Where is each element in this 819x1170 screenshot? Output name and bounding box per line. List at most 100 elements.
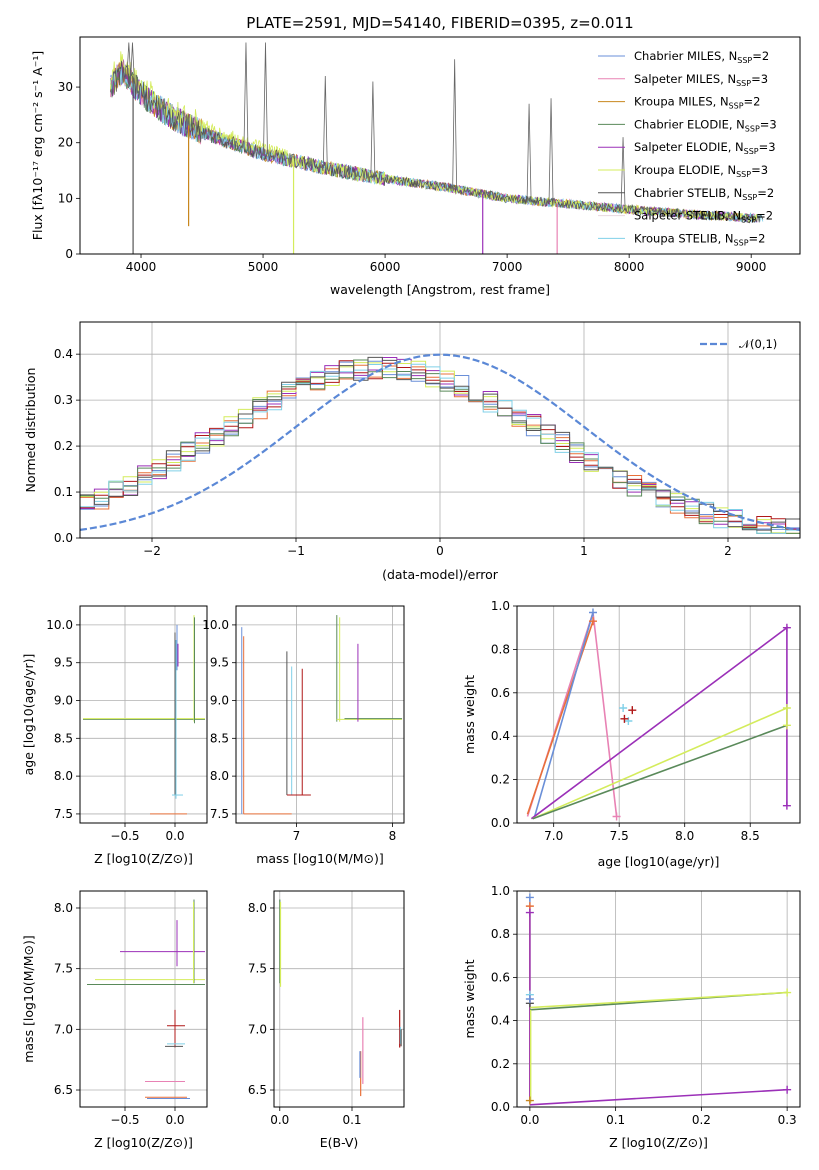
x-axis-label: (data-model)/error xyxy=(382,567,499,582)
y-tick-label: 0.6 xyxy=(491,686,510,700)
y-axis-label: age [log10(age/yr)] xyxy=(21,654,36,776)
y-tick-label: 0.0 xyxy=(491,1100,510,1114)
axes-frame xyxy=(273,890,405,1108)
x-tick-label: 8.0 xyxy=(675,829,694,843)
y-tick-label: 9.0 xyxy=(54,694,73,708)
y-tick-label: 0 xyxy=(65,247,73,261)
y-tick-label: 0.4 xyxy=(491,1014,510,1028)
panel-weight_vs_Z: 0.0 0.1 0.2 0.3 0.0 0.2 0.4 0.6 0.8 1.0 Z [log10(Z… xyxy=(462,884,801,1150)
legend-entry-label: Chabrier ELODIE, NSSP=3 xyxy=(634,117,777,133)
legend-entry-label: 𝒩(0,1) xyxy=(739,337,777,351)
panel-mass_vs_Z: −0.5 0.0 6.5 7.0 7.5 8.0 Z [log10(Z/Z⊙)] mass [… xyxy=(21,890,208,1150)
spectrum-series-line xyxy=(110,51,758,224)
spectrum-lines xyxy=(110,42,764,254)
data-point-marker xyxy=(782,623,791,632)
data-point-marker xyxy=(782,703,791,712)
histogram-series xyxy=(80,363,800,534)
y-tick-label: 10 xyxy=(58,191,73,205)
panel-age_vs_Z: −0.5 0.0 7.5 8.0 8.5 9.0 9.5 10.0 Z [log10(Z/Z⊙)… xyxy=(21,605,208,866)
age-mass-errorbars xyxy=(241,615,403,815)
axes-frame xyxy=(79,321,801,539)
y-tick-label: 8.0 xyxy=(54,769,73,783)
x-tick-label: 7 xyxy=(293,829,301,843)
y-tick-label: 0.4 xyxy=(491,729,510,743)
series-line xyxy=(526,620,594,815)
legend-entry-label: Chabrier STELIB, NSSP=2 xyxy=(634,186,774,202)
x-tick-label: 0.3 xyxy=(778,1113,797,1127)
weight-z-lines xyxy=(525,893,792,1106)
y-tick-label: 8.0 xyxy=(248,901,267,915)
x-tick-label: 9000 xyxy=(736,260,767,274)
data-point-marker xyxy=(588,608,597,617)
x-tick-label: 0.0 xyxy=(165,1113,184,1127)
data-point-marker xyxy=(525,893,534,902)
y-tick-label: 9.5 xyxy=(54,656,73,670)
x-tick-label: 0.0 xyxy=(270,1113,289,1127)
panel-age_vs_mass: 7 8 7.5 8.0 8.5 9.0 9.5 10.0 mass [log10(M/M⊙)] xyxy=(202,605,405,866)
y-tick-label: 9.0 xyxy=(210,694,229,708)
y-tick-label: 9.5 xyxy=(210,656,229,670)
y-tick-label: 1.0 xyxy=(491,884,510,898)
y-tick-label: 0.2 xyxy=(54,439,73,453)
data-point-marker xyxy=(782,801,791,810)
emission-line-spike xyxy=(548,98,554,203)
x-axis-label: wavelength [Angstrom, rest frame] xyxy=(330,282,550,297)
x-tick-label: 8000 xyxy=(614,260,645,274)
x-axis-label: Z [log10(Z/Z⊙)] xyxy=(94,1135,193,1150)
y-tick-label: 0.0 xyxy=(54,531,73,545)
y-axis-label: mass weight xyxy=(462,959,477,1038)
y-tick-label: 0.4 xyxy=(54,347,73,361)
x-tick-label: 5000 xyxy=(248,260,279,274)
series-line xyxy=(529,991,788,1009)
x-axis-label: Z [log10(Z/Z⊙)] xyxy=(94,851,193,866)
data-point-marker xyxy=(525,908,534,917)
series-line xyxy=(526,612,618,817)
data-point-marker xyxy=(619,703,628,712)
y-tick-label: 0.3 xyxy=(54,393,73,407)
data-point-marker xyxy=(783,1085,792,1094)
y-axis-label: Normed distribution xyxy=(23,368,38,493)
mass-z-errorbars xyxy=(87,899,205,1100)
x-tick-label: 0.1 xyxy=(342,1113,361,1127)
data-point-marker xyxy=(525,1096,534,1105)
x-axis-label: mass [log10(M/M⊙)] xyxy=(256,851,384,866)
y-tick-label: 0.8 xyxy=(491,642,510,656)
x-tick-label: 0 xyxy=(436,544,444,558)
x-tick-label: 7.0 xyxy=(544,829,563,843)
histogram-series xyxy=(80,359,800,534)
spectrum-series-line xyxy=(110,60,764,223)
histogram-series xyxy=(80,356,800,531)
axes-frame xyxy=(235,605,405,824)
y-tick-label: 8.5 xyxy=(54,731,73,745)
series-line xyxy=(532,706,788,820)
gaussian-curve xyxy=(79,353,801,531)
legend-entry-label: Kroupa MILES, NSSP=2 xyxy=(634,95,760,111)
y-axis-label: mass weight xyxy=(462,675,477,754)
series-line xyxy=(530,626,788,820)
series-line xyxy=(533,612,594,819)
data-point-marker xyxy=(612,812,621,821)
emission-line-spike xyxy=(452,59,458,189)
axes-frame xyxy=(79,605,208,824)
panel-mass_vs_ebv: 0.0 0.1 6.5 7.0 7.5 8.0 E(B-V) xyxy=(248,890,405,1150)
figure-title: PLATE=2591, MJD=54140, FIBERID=0395, z=0… xyxy=(246,14,633,32)
data-point-marker xyxy=(782,721,791,730)
y-tick-label: 30 xyxy=(58,80,73,94)
legend: Chabrier MILES, NSSP=2 Salpeter MILES, NS… xyxy=(598,49,777,247)
series-line xyxy=(529,1088,788,1106)
axes-frame xyxy=(79,36,801,255)
weight-age-lines xyxy=(526,608,791,821)
legend-entry-label: Chabrier MILES, NSSP=2 xyxy=(634,49,769,65)
x-tick-label: −0.5 xyxy=(110,1113,139,1127)
y-axis-label: Flux [fλ10⁻¹⁷ erg cm⁻² s⁻¹ A⁻¹] xyxy=(30,51,45,240)
x-tick-label: 2 xyxy=(724,544,732,558)
y-tick-label: 20 xyxy=(58,136,73,150)
y-tick-label: 8.5 xyxy=(210,731,229,745)
legend-entry-label: Salpeter ELODIE, NSSP=3 xyxy=(634,140,776,156)
x-tick-label: 1 xyxy=(580,544,588,558)
x-tick-label: −1 xyxy=(287,544,305,558)
x-tick-label: 0.2 xyxy=(692,1113,711,1127)
x-tick-label: 0.1 xyxy=(606,1113,625,1127)
y-tick-label: 7.5 xyxy=(54,962,73,976)
